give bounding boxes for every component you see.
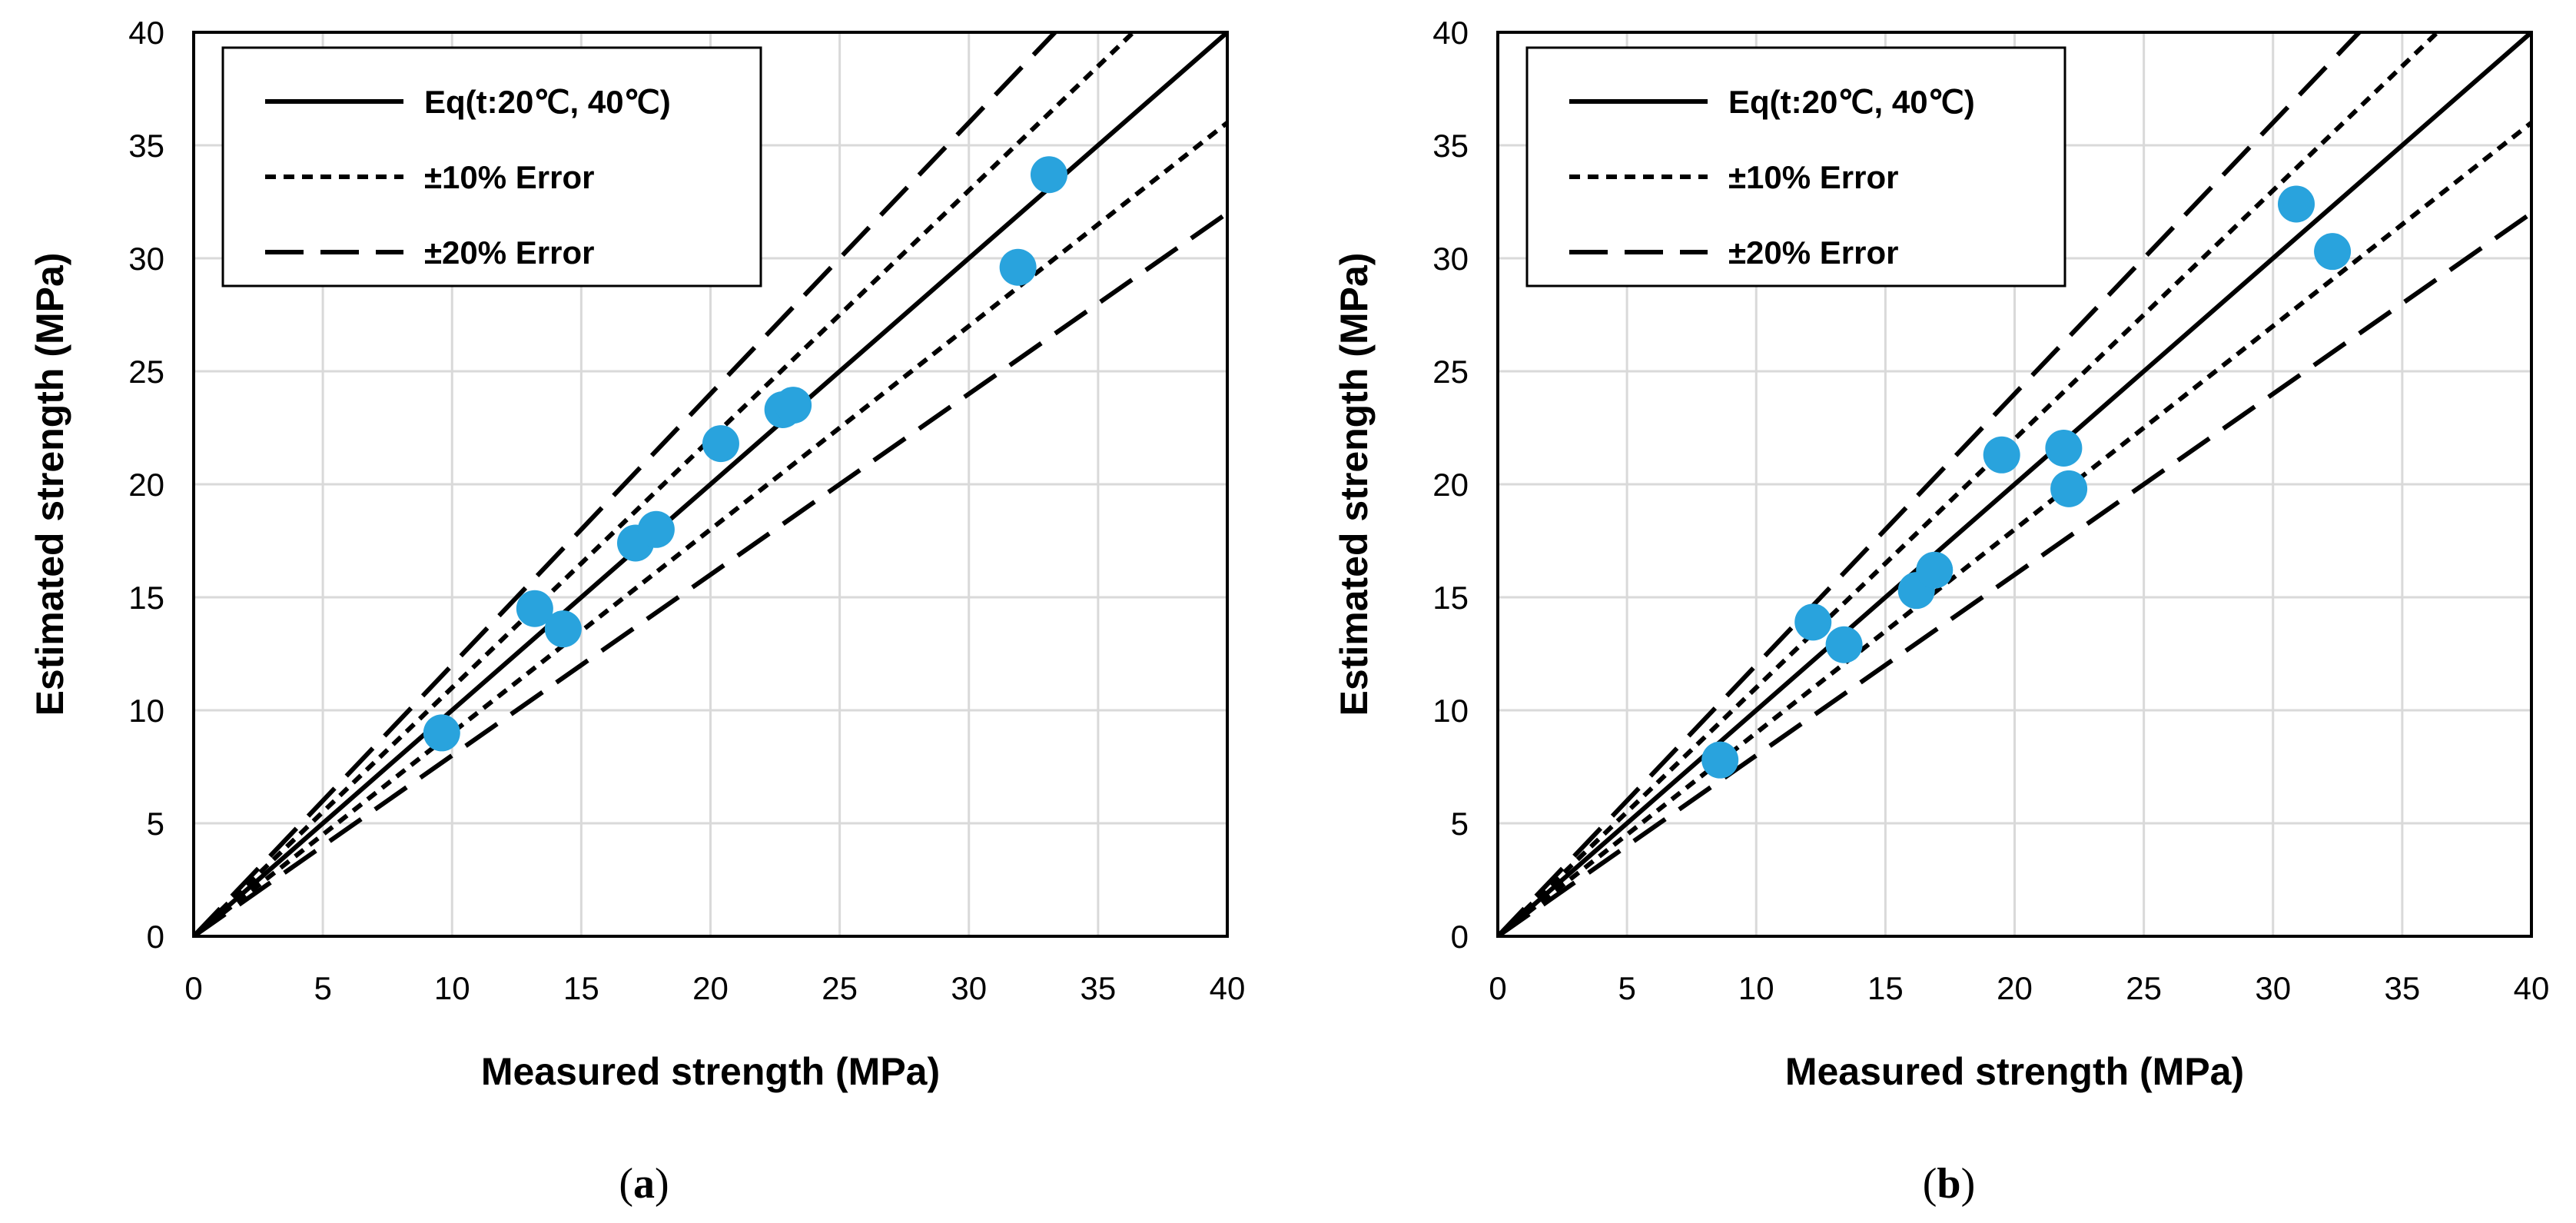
x-tick-label: 0 — [184, 970, 202, 1006]
x-tick-label: 40 — [1210, 970, 1246, 1006]
x-tick-label: 15 — [563, 970, 599, 1006]
legend-label-2: ±20% Error — [424, 234, 594, 271]
reference-line-0 — [1498, 32, 2531, 936]
legend-label-2: ±20% Error — [1728, 234, 1898, 271]
x-tick-label: 35 — [2385, 970, 2421, 1006]
y-tick-label: 30 — [1432, 241, 1469, 277]
data-point-7 — [2050, 470, 2088, 507]
x-tick-label: 30 — [2255, 970, 2291, 1006]
data-point-2 — [1825, 626, 1863, 663]
y-tick-label: 10 — [128, 693, 164, 729]
panel-caption: (a) — [619, 1160, 669, 1208]
y-axis-title: Estimated strength (MPa) — [1333, 253, 1376, 716]
plot-border — [1496, 31, 2533, 938]
data-point-9 — [2314, 233, 2352, 271]
caption-letter: b — [1937, 1160, 1960, 1208]
data-point-1 — [516, 590, 553, 627]
y-tick-label: 25 — [1432, 354, 1469, 390]
y-tick-label: 20 — [128, 467, 164, 503]
reference-line-4 — [1498, 211, 2531, 936]
caption-close: ) — [655, 1160, 669, 1208]
legend-box — [1525, 46, 2066, 287]
chart-panel-a: 0 5 10 15 20 25 30 35 40 0 5 10 15 20 25 30 35 40 Measured… — [28, 15, 1245, 1208]
reference-line-1 — [194, 32, 1135, 936]
y-tick-label: 0 — [1451, 919, 1469, 955]
data-point-7 — [775, 387, 812, 424]
x-tick-label: 10 — [434, 970, 470, 1006]
data-point-8 — [999, 248, 1037, 286]
data-point-0 — [1701, 741, 1739, 779]
y-tick-label: 35 — [128, 128, 164, 164]
x-tick-label: 25 — [822, 970, 858, 1006]
caption-open: ( — [1923, 1160, 1937, 1208]
y-tick-label: 15 — [1432, 580, 1469, 616]
x-tick-label: 20 — [692, 970, 729, 1006]
data-point-4 — [1916, 551, 1954, 589]
caption-close: ) — [1961, 1160, 1976, 1208]
legend: Eq(t:20℃, 40℃) ±10% Error ±20% Error — [1525, 46, 2066, 287]
x-tick-label: 25 — [2126, 970, 2162, 1006]
data-points — [423, 156, 1067, 752]
x-tick-label: 5 — [314, 970, 331, 1006]
data-point-5 — [702, 425, 739, 463]
y-tick-label: 40 — [128, 15, 164, 51]
y-tick-label: 20 — [1432, 467, 1469, 503]
y-tick-label: 35 — [1432, 128, 1469, 164]
legend-box — [221, 46, 762, 287]
reference-line-2 — [194, 121, 1227, 936]
caption-letter: a — [633, 1160, 655, 1208]
x-tick-label: 5 — [1618, 970, 1635, 1006]
legend-label-1: ±10% Error — [424, 159, 594, 195]
panel-caption: (b) — [1923, 1160, 1975, 1208]
x-tick-label: 20 — [1997, 970, 2033, 1006]
data-point-6 — [2045, 429, 2083, 467]
y-tick-label: 40 — [1432, 15, 1469, 51]
y-tick-label: 5 — [147, 806, 164, 842]
reference-line-4 — [194, 211, 1227, 936]
legend: Eq(t:20℃, 40℃) ±10% Error ±20% Error — [221, 46, 762, 287]
x-tick-label: 35 — [1081, 970, 1117, 1006]
data-points — [1701, 185, 2352, 779]
data-point-9 — [1030, 156, 1067, 194]
legend-label-0: Eq(t:20℃, 40℃) — [424, 84, 671, 120]
y-tick-label: 10 — [1432, 693, 1469, 729]
x-axis-title: Measured strength (MPa) — [481, 1050, 940, 1093]
caption-open: ( — [619, 1160, 633, 1208]
x-tick-label: 0 — [1489, 970, 1506, 1006]
legend-label-1: ±10% Error — [1728, 159, 1898, 195]
y-axis-title: Estimated strength (MPa) — [28, 253, 71, 716]
y-tick-label: 0 — [147, 919, 164, 955]
data-point-2 — [544, 610, 582, 648]
reference-line-3 — [1498, 32, 2362, 936]
reference-line-2 — [1498, 121, 2531, 936]
reference-line-1 — [1498, 32, 2439, 936]
x-axis-title: Measured strength (MPa) — [1785, 1050, 2244, 1093]
data-point-1 — [1794, 603, 1832, 641]
x-tick-label: 30 — [951, 970, 987, 1006]
x-tick-label: 40 — [2514, 970, 2550, 1006]
data-point-4 — [637, 510, 675, 548]
y-tick-label: 30 — [128, 241, 164, 277]
y-tick-label: 25 — [128, 354, 164, 390]
data-point-5 — [1983, 436, 2020, 474]
y-tick-label: 5 — [1451, 806, 1469, 842]
data-point-0 — [423, 714, 460, 752]
reference-lines — [1498, 32, 2531, 936]
y-tick-label: 15 — [128, 580, 164, 616]
plot-border — [192, 31, 1229, 938]
legend-label-0: Eq(t:20℃, 40℃) — [1728, 84, 1975, 120]
chart-panel-b: 0 5 10 15 20 25 30 35 40 0 5 10 15 20 25 30 35 40 Measured… — [1333, 15, 2549, 1208]
x-tick-label: 10 — [1738, 970, 1774, 1006]
x-tick-label: 15 — [1867, 970, 1904, 1006]
data-point-8 — [2278, 185, 2315, 223]
reference-line-3 — [194, 32, 1057, 936]
